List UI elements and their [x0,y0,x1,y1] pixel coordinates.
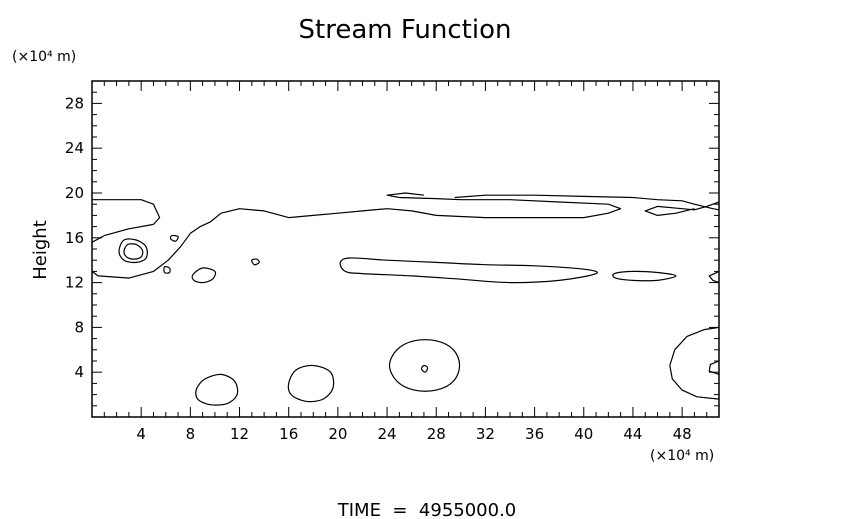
contour-line [420,364,429,373]
x-tick-label: 24 [378,425,397,443]
contour-line [287,364,335,403]
chart-title: Stream Function [299,15,512,45]
contour-line [169,234,179,242]
time-footer: TIME = 4955000.0 [337,500,517,519]
contour-line [118,238,148,264]
y-tick-label: 4 [74,363,84,381]
contour-line [708,360,720,375]
x-tick-label: 32 [476,425,495,443]
x-tick-label: 40 [574,425,593,443]
x-unit-label: (×10⁴ m) [650,448,714,464]
y-tick-label: 16 [65,229,84,247]
x-tick-label: 48 [673,425,692,443]
y-axis-label: Height [30,220,51,280]
x-tick-label: 36 [525,425,544,443]
y-tick-label: 24 [65,139,84,157]
y-tick-label: 8 [74,318,84,336]
y-tick-label: 12 [65,274,84,292]
x-tick-label: 16 [279,425,298,443]
x-tick-label: 4 [136,425,146,443]
contour-line [612,270,677,282]
y-unit-label: (×10⁴ m) [12,49,76,65]
contour-line [163,266,171,274]
contour-line [195,373,239,406]
y-tick-label: 20 [65,184,84,202]
contour-line [339,257,598,284]
x-tick-label: 12 [230,425,249,443]
x-tick-label: 44 [623,425,642,443]
x-tick-label: 20 [328,425,347,443]
contour-line [91,199,161,243]
x-tick-label: 28 [427,425,446,443]
x-tick-label: 8 [186,425,196,443]
plot-frame [91,80,720,418]
contour-line [644,201,720,216]
contour-line [388,339,461,392]
contour-line [123,243,144,260]
contour-line [251,258,260,266]
contour-line [708,270,720,284]
contour-line [454,194,720,211]
contour-line [669,326,720,400]
contour-line [191,267,217,284]
contour-line [91,192,622,279]
y-tick-label: 28 [65,94,84,112]
